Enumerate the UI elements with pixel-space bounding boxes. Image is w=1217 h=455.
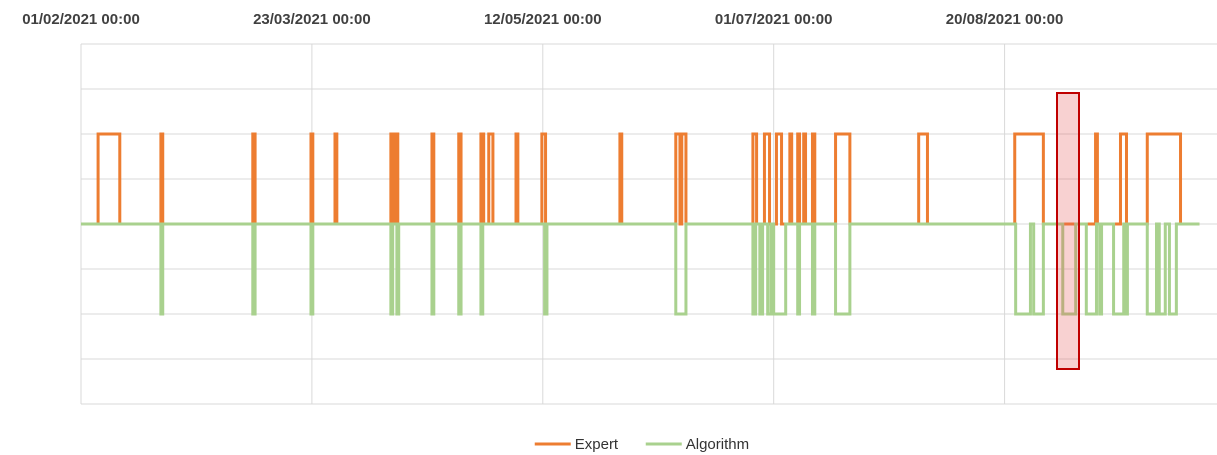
- lines: [81, 132, 1200, 316]
- x-tick-label: 01/07/2021 00:00: [715, 11, 833, 28]
- labels: 01/02/2021 00:00 23/03/2021 00:00 12/05/20…: [22, 11, 1063, 28]
- legend-label: Expert: [575, 436, 619, 453]
- legend-label: Algorithm: [686, 436, 749, 453]
- x-tick-label: 20/08/2021 00:00: [946, 11, 1064, 28]
- x-tick-label: 01/02/2021 00:00: [22, 11, 140, 28]
- highlight-box: [1056, 92, 1080, 370]
- x-tick-label: 12/05/2021 00:00: [484, 11, 602, 28]
- series-line: [81, 132, 1200, 226]
- legend: Expert Algorithm: [534, 436, 749, 453]
- series-line: [81, 222, 1200, 316]
- x-tick-label: 23/03/2021 00:00: [253, 11, 371, 28]
